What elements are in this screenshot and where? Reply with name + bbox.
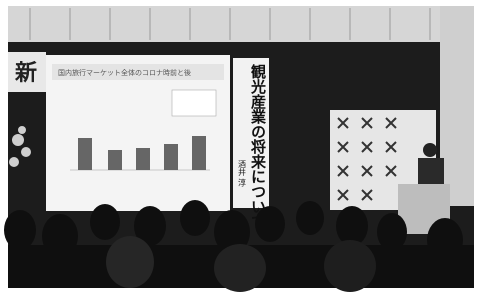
left-sign-text: 新	[14, 61, 37, 86]
photo: 新 国内旅行マーケット全体のコロナ時前と後 観光産業の将来について 酒井 淳	[0, 0, 481, 294]
slide-bar	[78, 138, 92, 170]
banner-speaker: 酒井 淳	[238, 160, 247, 188]
flower	[18, 126, 26, 134]
slide-bar	[136, 148, 150, 170]
slide-note-box	[172, 90, 216, 116]
head	[180, 200, 210, 236]
right-wall	[440, 6, 474, 206]
slide-title: 国内旅行マーケット全体のコロナ時前と後	[58, 68, 191, 77]
speaker-body	[418, 158, 444, 188]
head	[90, 204, 120, 240]
head	[336, 206, 368, 246]
head	[4, 210, 36, 250]
head	[324, 240, 376, 292]
ceiling	[8, 6, 474, 42]
flower	[9, 157, 19, 167]
page: 新 国内旅行マーケット全体のコロナ時前と後 観光産業の将来について 酒井 淳	[0, 0, 481, 294]
slide-bar	[192, 136, 206, 170]
flower	[12, 134, 24, 146]
slide-bar	[164, 144, 178, 170]
speaker-head	[423, 143, 437, 157]
head	[296, 201, 324, 235]
flower	[21, 147, 31, 157]
banner-title: 観光産業の将来について	[249, 63, 267, 229]
slide-bar	[108, 150, 122, 170]
head	[106, 236, 154, 288]
head	[214, 244, 266, 292]
head	[255, 206, 285, 242]
